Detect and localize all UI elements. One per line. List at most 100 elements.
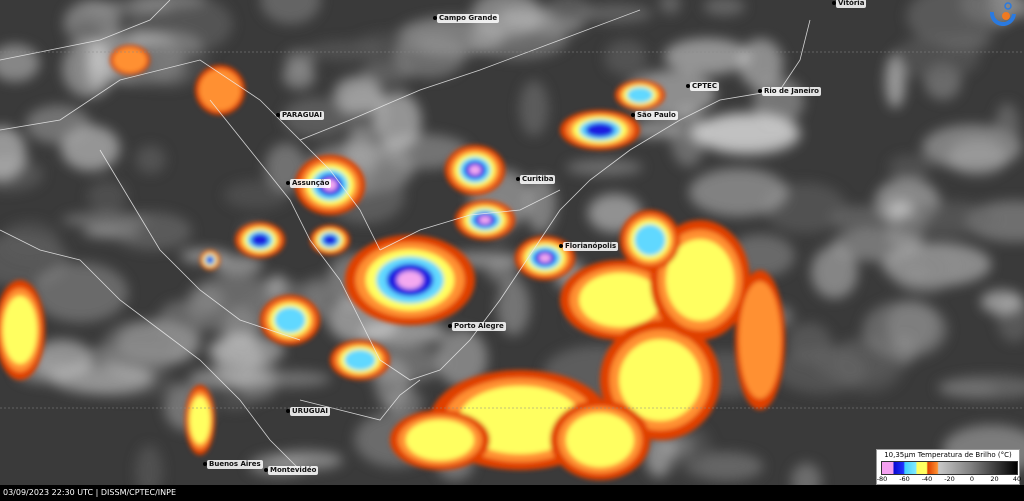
storm-cell: [479, 216, 491, 224]
cloud: [791, 463, 822, 485]
cloud: [0, 221, 60, 261]
city-label: Campo Grande: [432, 14, 500, 23]
cloud: [213, 255, 264, 276]
cloud: [674, 425, 712, 476]
storm-cell: [579, 272, 661, 328]
legend-tick-label: 40: [1012, 475, 1022, 483]
storm-cell: [199, 69, 241, 111]
city-label: São Paulo: [631, 111, 678, 120]
cloud: [25, 105, 91, 144]
cloud: [659, 0, 681, 15]
storm-cell: [469, 165, 481, 175]
cloud: [644, 433, 673, 478]
legend-tick-label: -20: [944, 475, 955, 483]
cloud-field: [0, 0, 1024, 485]
cloud: [0, 126, 27, 180]
cloud: [628, 122, 681, 138]
cloud: [156, 300, 203, 353]
storm-cell: [113, 47, 147, 73]
cloud: [333, 76, 384, 114]
cloud: [223, 180, 290, 210]
city-label: Curitiba: [515, 175, 556, 184]
storm-cell: [406, 419, 474, 461]
city-label: Montevidéo: [263, 466, 319, 475]
storm-cell: [322, 234, 338, 246]
storm-cell: [666, 239, 734, 321]
storm-cell: [739, 281, 781, 399]
city-label: Assunção: [285, 179, 332, 188]
cloud: [525, 175, 557, 233]
storm-cell: [344, 349, 376, 371]
cloud: [282, 62, 316, 90]
color-scale-legend: 10,35µm Temperatura de Brilho (°C) -80 -6…: [876, 449, 1022, 485]
storm-cell: [566, 412, 634, 468]
convective-storms: [0, 45, 785, 480]
cloud: [831, 228, 923, 262]
city-label: URUGUAI: [286, 407, 330, 416]
city-label: Buenos Aires: [203, 460, 263, 469]
storm-cell: [634, 224, 666, 256]
cloud: [886, 199, 913, 218]
cloud: [32, 262, 129, 323]
cloud: [577, 4, 653, 23]
cloud: [566, 159, 643, 176]
storm-cell: [274, 307, 306, 333]
cloud: [66, 19, 104, 47]
cloud: [87, 180, 128, 213]
cloud: [738, 38, 784, 90]
cloud: [393, 33, 466, 78]
storm-cell: [627, 87, 653, 103]
cloud: [193, 287, 224, 315]
legend-tick-label: -40: [921, 475, 933, 483]
cloud: [81, 0, 173, 14]
storm-cell: [585, 122, 615, 138]
storm-cell: [619, 339, 701, 421]
storm-cell: [251, 233, 269, 247]
cloud: [437, 329, 488, 388]
cloud: [373, 92, 422, 151]
cloud: [217, 395, 253, 410]
cloud: [862, 300, 948, 359]
cptec-logo-icon: [988, 2, 1018, 27]
cloud: [688, 114, 797, 151]
cloud: [260, 0, 321, 25]
cloud: [135, 445, 163, 485]
cloud: [0, 44, 40, 82]
legend-tick-label: 0: [969, 475, 975, 483]
legend-title: 10,35µm Temperatura de Brilho (°C): [884, 451, 1012, 459]
cloud: [937, 375, 1024, 400]
city-label: Florianópolis: [558, 242, 619, 251]
satellite-map: [0, 0, 1024, 485]
cloud: [189, 367, 272, 390]
storm-cell: [397, 271, 423, 289]
cloud: [207, 334, 285, 367]
cloud: [688, 168, 788, 217]
legend-tick-label: -80: [876, 475, 888, 483]
city-label: CPTEC: [686, 82, 719, 91]
cloud: [994, 102, 1020, 155]
storm-cell: [189, 396, 211, 444]
legend-color-bar: [881, 461, 1018, 475]
cloud: [112, 212, 192, 251]
cloud: [135, 145, 166, 174]
cloud: [703, 0, 746, 16]
city-label: Porto Alegre: [448, 322, 506, 331]
cloud: [885, 54, 906, 109]
cloud: [519, 80, 549, 137]
cloud: [897, 201, 996, 236]
cloud: [775, 346, 867, 394]
cloud: [811, 246, 858, 299]
cloud: [895, 34, 980, 80]
storm-cell: [206, 256, 214, 264]
cloud: [888, 154, 931, 180]
city-label: Rio de Janeiro: [758, 87, 821, 96]
cloud: [604, 39, 648, 76]
storm-cell: [539, 253, 551, 263]
storm-cell: [3, 296, 37, 364]
cloud: [307, 40, 390, 62]
footer-caption: 03/09/2023 22:30 UTC | DISSM/CPTEC/INPE: [0, 485, 1024, 501]
cloud: [663, 38, 751, 75]
city-label: PARAGUAI: [276, 111, 324, 120]
legend-tick-label: 20: [990, 475, 999, 483]
